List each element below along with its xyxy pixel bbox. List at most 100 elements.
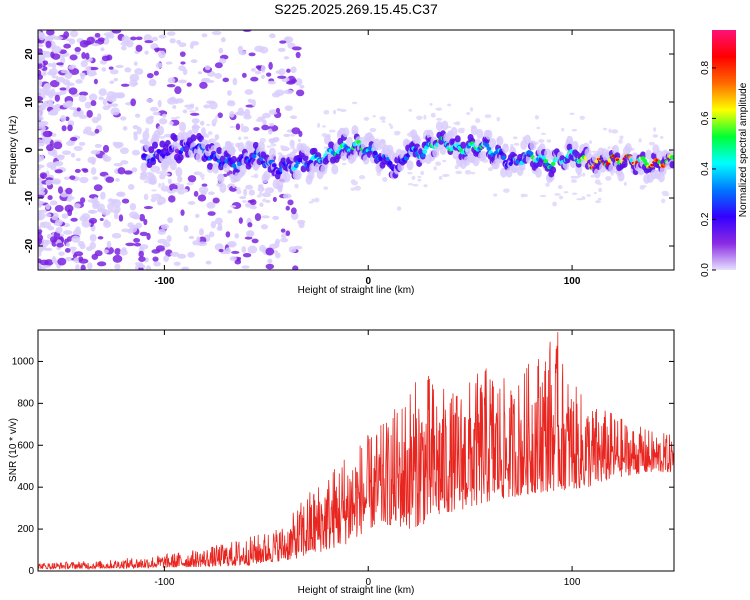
heatmap-cell: [550, 161, 556, 167]
heatmap-speckle: [65, 187, 73, 195]
heatmap-speckle: [51, 133, 57, 137]
heatmap-speckle: [262, 112, 271, 119]
heatmap-speckle: [119, 147, 129, 155]
heatmap-cell: [179, 121, 187, 132]
spectrogram-y-tick-label: -20: [24, 238, 35, 253]
heatmap-speckle: [272, 196, 277, 203]
heatmap-speckle: [207, 211, 216, 216]
heatmap-speckle: [242, 200, 247, 204]
heatmap-speckle: [101, 55, 111, 62]
heatmap-speckle: [569, 112, 575, 116]
heatmap-speckle: [61, 150, 72, 156]
heatmap-speckle: [248, 52, 256, 57]
heatmap-speckle: [602, 127, 608, 131]
heatmap-speckle: [178, 79, 187, 84]
heatmap-speckle: [234, 233, 240, 239]
heatmap-speckle: [200, 127, 206, 135]
heatmap-speckle: [135, 36, 143, 41]
heatmap-speckle: [61, 213, 69, 219]
heatmap-speckle: [125, 242, 136, 247]
heatmap-speckle: [45, 213, 52, 218]
heatmap-speckle: [70, 217, 78, 222]
heatmap-speckle: [47, 99, 54, 108]
heatmap-speckle: [98, 88, 107, 96]
snr-y-tick-label: 400: [17, 482, 34, 493]
heatmap-speckle: [442, 159, 447, 163]
heatmap-cell: [283, 172, 291, 183]
heatmap-speckle: [175, 184, 184, 191]
heatmap-speckle: [80, 197, 86, 204]
heatmap-speckle: [68, 65, 75, 70]
heatmap-speckle: [38, 48, 43, 55]
heatmap-speckle: [51, 53, 61, 60]
heatmap-speckle: [201, 183, 208, 187]
heatmap-cell: [387, 161, 393, 166]
heatmap-speckle: [84, 126, 92, 133]
spectrogram-x-tick-label: 0: [365, 276, 371, 287]
heatmap-speckle: [454, 121, 461, 126]
heatmap-speckle: [317, 122, 321, 128]
heatmap-speckle: [227, 209, 233, 214]
heatmap-cell: [149, 174, 157, 185]
heatmap-speckle: [46, 144, 54, 152]
heatmap-speckle: [38, 226, 42, 230]
heatmap-speckle: [280, 228, 286, 233]
heatmap-speckle: [93, 78, 98, 85]
heatmap-speckle: [130, 98, 137, 107]
heatmap-speckle: [84, 101, 92, 109]
heatmap-speckle: [254, 70, 262, 75]
heatmap-speckle: [214, 134, 220, 140]
colorbar-ticks: 0.0 0.2 0.4 0.6 0.8: [700, 61, 716, 277]
heatmap-speckle: [38, 57, 44, 64]
heatmap-speckle: [238, 50, 247, 56]
heatmap-speckle: [250, 76, 259, 82]
heatmap-speckle: [661, 190, 669, 195]
heatmap-speckle: [90, 100, 97, 107]
heatmap-speckle: [623, 181, 627, 186]
heatmap-speckle: [38, 262, 42, 269]
heatmap-cell: [439, 144, 447, 155]
heatmap-speckle: [102, 98, 108, 106]
heatmap-speckle: [105, 176, 115, 183]
heatmap-speckle: [332, 109, 337, 115]
heatmap-speckle: [38, 231, 42, 236]
heatmap-speckle: [51, 149, 58, 158]
heatmap-speckle: [134, 242, 142, 247]
heatmap-speckle: [265, 199, 271, 203]
heatmap-speckle: [294, 183, 299, 189]
heatmap-speckle: [162, 241, 171, 248]
heatmap-speckle: [86, 66, 92, 74]
heatmap-speckle: [470, 171, 476, 175]
heatmap-speckle: [259, 46, 269, 54]
heatmap-speckle: [80, 264, 86, 270]
heatmap-speckle: [241, 246, 247, 253]
heatmap-speckle: [186, 181, 194, 186]
colorbar-tick-label: 0.6: [700, 111, 711, 125]
heatmap-speckle: [638, 138, 642, 143]
heatmap-cell: [331, 164, 339, 175]
heatmap-speckle: [197, 71, 203, 75]
heatmap-speckle: [291, 46, 302, 51]
heatmap-cell: [345, 136, 353, 147]
heatmap-speckle: [237, 107, 244, 115]
heatmap-speckle: [79, 215, 89, 222]
heatmap-speckle: [66, 197, 72, 202]
heatmap-speckle: [204, 65, 211, 71]
heatmap-speckle: [389, 125, 394, 129]
heatmap-speckle: [43, 247, 53, 252]
heatmap-speckle: [57, 257, 67, 266]
heatmap-cell: [614, 152, 621, 160]
heatmap-speckle: [76, 157, 81, 162]
heatmap-speckle: [148, 115, 154, 119]
heatmap-speckle: [64, 204, 74, 213]
heatmap-speckle: [595, 200, 602, 204]
spectrogram-y-tick-label: 0: [24, 147, 35, 153]
heatmap-cell: [460, 141, 467, 149]
heatmap-speckle: [261, 215, 270, 219]
heatmap-speckle: [435, 161, 442, 166]
heatmap-speckle: [115, 192, 124, 197]
heatmap-speckle: [205, 100, 216, 105]
heatmap-cell: [373, 138, 381, 149]
heatmap-speckle: [93, 184, 103, 192]
heatmap-speckle: [199, 120, 205, 126]
